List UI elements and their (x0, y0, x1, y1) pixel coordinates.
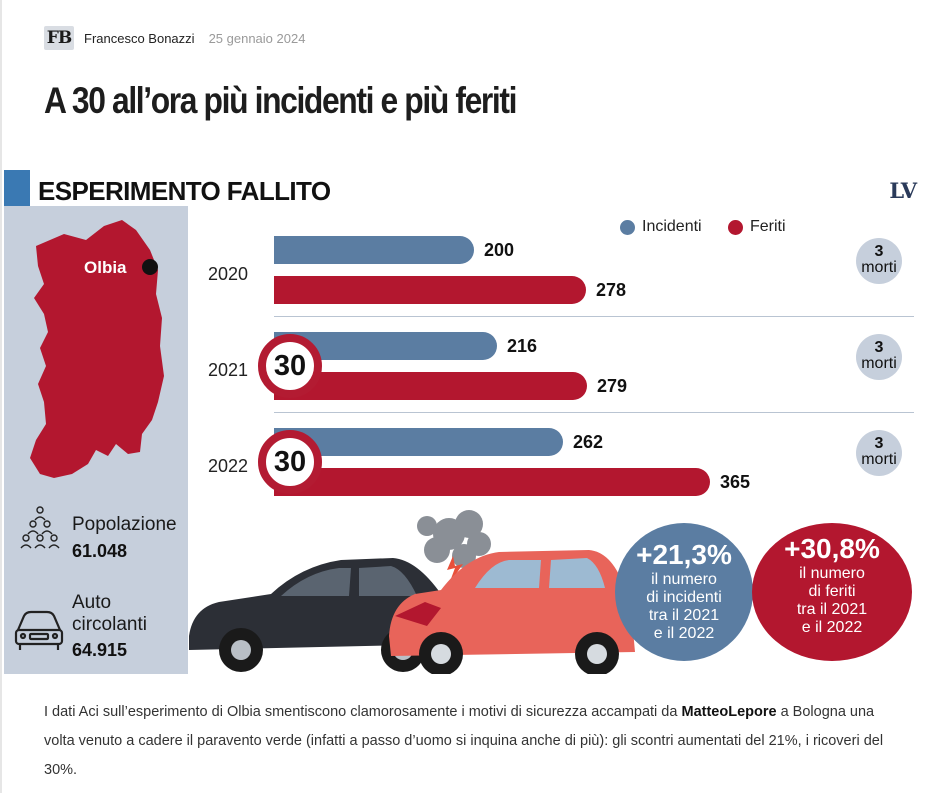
bar-injured-2021 (274, 372, 587, 400)
injured-badge-line3: tra il 2021 (796, 601, 868, 618)
bar-injured-2022 (274, 468, 710, 496)
legend-dot-injured (728, 219, 743, 235)
sardinia-shape (30, 220, 164, 478)
year-label-2020: 2020 (208, 264, 249, 284)
car-icon (14, 610, 64, 650)
legend-dot-incidents (620, 219, 635, 235)
legend-label-injured: Feriti (750, 218, 786, 235)
bar-incidents-2022 (274, 428, 563, 456)
value-label-injured-2022: 365 (720, 472, 751, 492)
value-label-incidents-2020: 200 (484, 240, 515, 260)
infographic: ESPERIMENTO FALLITO LV Olbia Popolazione… (4, 168, 922, 674)
population-label: Popolazione (72, 514, 177, 535)
accent-bar (4, 170, 30, 206)
fb-logo[interactable]: FB (44, 26, 74, 50)
deaths-badge-2020: 3 morti (856, 238, 902, 284)
deaths-number-2022: 3 (874, 435, 884, 452)
legend-injured: Feriti (728, 218, 786, 236)
deaths-word-2020: morti (861, 259, 897, 276)
injured-badge-line4: e il 2022 (801, 619, 863, 636)
deaths-badge-2022: 3 morti (856, 430, 902, 476)
cars-label-line1: Auto (72, 592, 112, 613)
cars-label-line2: circolanti (72, 614, 147, 635)
cars-value: 64.915 (72, 640, 128, 660)
incidents-increase-badge: +21,3% il numero di incidenti tra il 202… (615, 523, 753, 661)
value-label-incidents-2021: 216 (507, 336, 538, 356)
lv-logo: LV (889, 178, 917, 203)
injured-increase-badge: +30,8% il numero di feriti tra il 2021 e… (752, 523, 912, 661)
section-title: ESPERIMENTO FALLITO (38, 176, 331, 206)
article-headline: A 30 all’ora più incidenti e più feriti (44, 80, 517, 121)
speed-limit-sign-2021: 30 (258, 334, 322, 398)
smoke-cloud (417, 510, 491, 568)
left-panel (4, 206, 188, 674)
car-crash-illustration (189, 510, 635, 674)
byline: FB Francesco Bonazzi 25 gennaio 2024 (44, 26, 305, 50)
deaths-badge-2021: 3 morti (856, 334, 902, 380)
legend-incidents: Incidenti (620, 218, 702, 236)
article-caption: I dati Aci sull’esperimento di Olbia sme… (44, 698, 894, 785)
group-separator-2020 (274, 316, 914, 317)
value-label-injured-2020: 278 (596, 280, 627, 300)
left-rule (0, 0, 2, 793)
group-separator-2021 (274, 412, 914, 413)
injured-increase-pct: +30,8% (784, 533, 880, 564)
population-value: 61.048 (72, 541, 128, 561)
incidents-badge-line2: di incidenti (646, 589, 722, 606)
incidents-badge-line3: tra il 2021 (648, 607, 720, 624)
year-label-2021: 2021 (208, 360, 249, 380)
map-label-olbia: Olbia (84, 258, 127, 277)
bar-injured-2020 (274, 276, 586, 304)
deaths-number-2021: 3 (874, 339, 884, 356)
red-car (389, 550, 635, 674)
legend-label-incidents: Incidenti (642, 218, 702, 235)
deaths-word-2022: morti (861, 451, 897, 468)
population-icon (20, 506, 60, 549)
speed-limit-sign-2022: 30 (258, 430, 322, 494)
value-label-injured-2021: 279 (597, 376, 628, 396)
incidents-badge-line4: e il 2022 (653, 625, 715, 642)
bar-incidents-2020 (274, 236, 474, 264)
olbia-marker (142, 259, 158, 275)
injured-badge-line2: di feriti (808, 583, 856, 600)
year-label-2022: 2022 (208, 456, 249, 476)
caption-text-after: a Bologna una volta venuto a cadere il p… (44, 704, 884, 778)
incidents-badge-line1: il numero (651, 571, 717, 588)
deaths-word-2021: morti (861, 355, 897, 372)
deaths-number-2020: 3 (874, 243, 884, 260)
incidents-increase-pct: +21,3% (636, 539, 732, 570)
caption-text-before: I dati Aci sull’esperimento di Olbia sme… (44, 704, 682, 720)
value-label-incidents-2022: 262 (573, 432, 604, 452)
caption-bold-name[interactable]: MatteoLepore (681, 704, 777, 720)
author-name[interactable]: Francesco Bonazzi (84, 30, 195, 46)
publish-date: 25 gennaio 2024 (208, 30, 306, 46)
injured-badge-line1: il numero (799, 565, 865, 582)
sardinia-map (14, 220, 164, 650)
